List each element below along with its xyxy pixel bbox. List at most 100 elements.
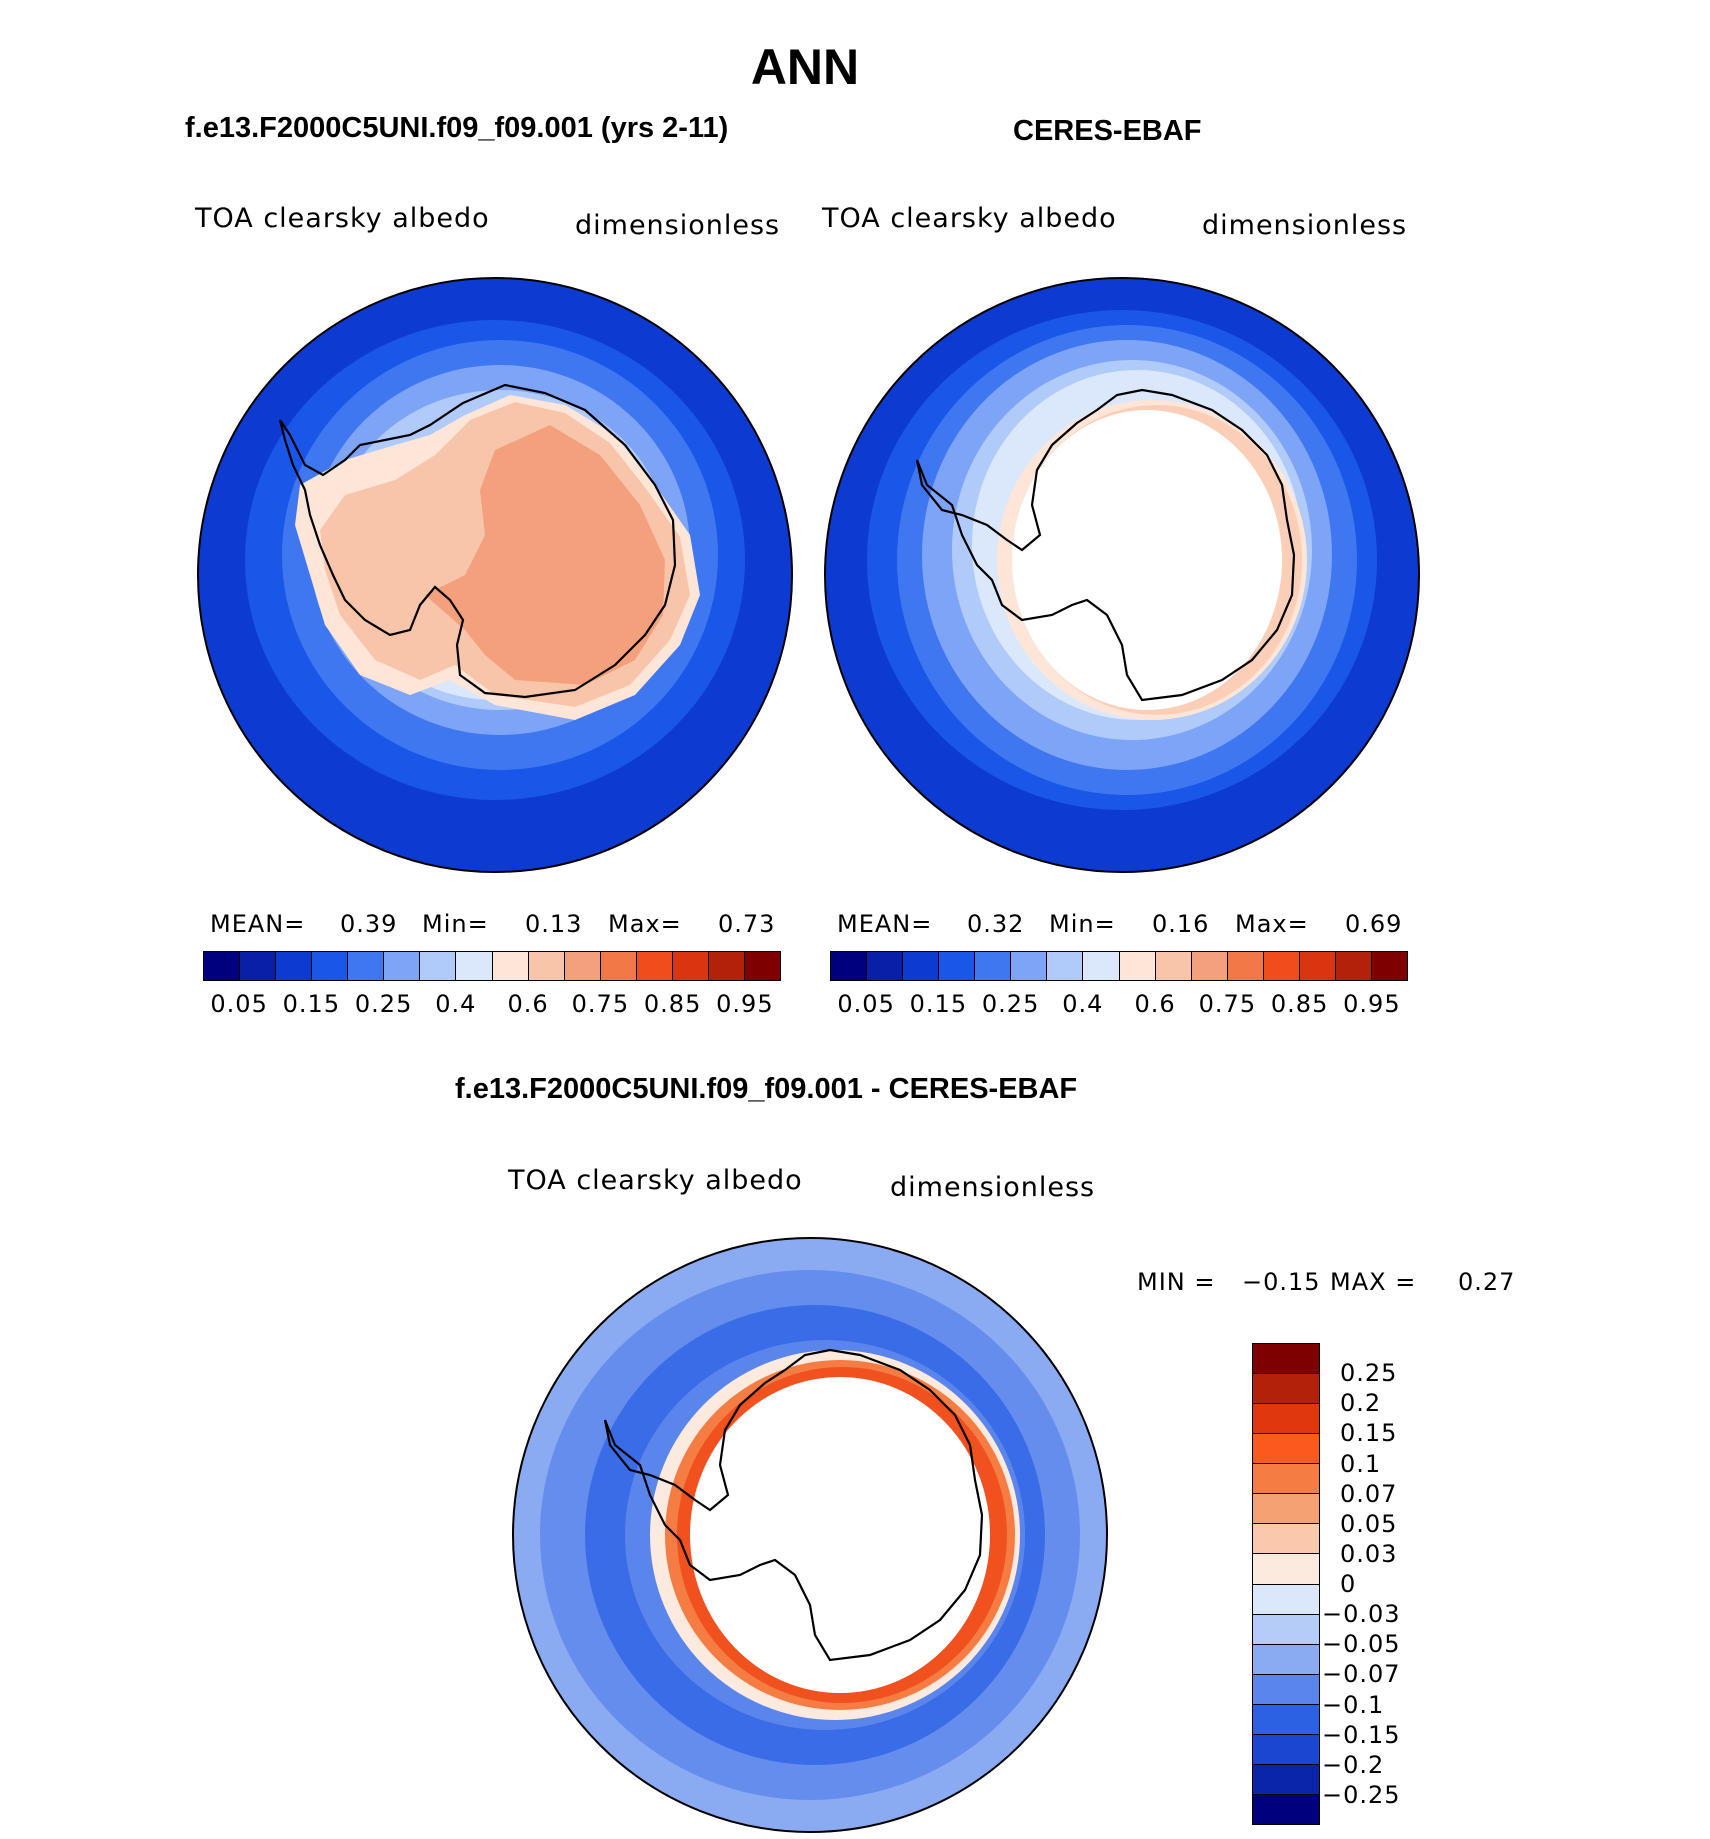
model-colorbar-ticks: 0.05 0.15 0.25 0.4 0.6 0.75 0.85 0.95 — [203, 990, 781, 1020]
diff-colorbar-swatch — [1253, 1794, 1319, 1824]
diff-colorbar-swatch — [1253, 1644, 1319, 1675]
model-min-value: 0.13 — [525, 910, 583, 938]
diff-polar-map — [512, 1237, 1108, 1833]
model-colorbar-tick-label: 0.05 — [210, 990, 268, 1018]
diff-colorbar — [1252, 1343, 1320, 1825]
diff-min-value: −0.15 — [1242, 1268, 1321, 1296]
map-border — [197, 277, 793, 873]
diff-variable-label: TOA clearsky albedo — [508, 1165, 803, 1196]
model-colorbar-swatch — [744, 952, 780, 980]
diff-colorbar-tick-label: −0.05 — [1322, 1630, 1401, 1659]
diff-colorbar-tick-label: 0.05 — [1340, 1509, 1398, 1538]
obs-max-label: Max= — [1235, 910, 1309, 938]
diff-colorbar-swatch — [1253, 1764, 1319, 1795]
diff-colorbar-swatch — [1253, 1374, 1319, 1405]
model-colorbar-tick-label: 0.4 — [435, 990, 477, 1018]
obs-mean-value: 0.32 — [967, 910, 1025, 938]
obs-colorbar-swatch — [1155, 952, 1192, 980]
obs-colorbar-swatch — [1011, 952, 1048, 980]
model-colorbar-swatch — [348, 952, 385, 980]
model-colorbar-tick-label: 0.85 — [643, 990, 702, 1018]
obs-colorbar-tick-label: 0.15 — [909, 990, 968, 1018]
model-polar-map — [197, 277, 793, 873]
antarctica-coastline — [278, 383, 677, 699]
model-min-label: Min= — [422, 910, 489, 938]
antarctica-coastline — [915, 388, 1296, 702]
model-mean-value: 0.39 — [340, 910, 398, 938]
obs-colorbar-tick-label: 0.4 — [1062, 990, 1104, 1018]
obs-variable-label: TOA clearsky albedo — [822, 203, 1117, 234]
model-colorbar-tick-label: 0.25 — [354, 990, 413, 1018]
map-border — [824, 277, 1420, 873]
map-border — [512, 1237, 1108, 1833]
diff-colorbar-tick-label: −0.03 — [1322, 1600, 1401, 1629]
diff-colorbar-swatch — [1253, 1524, 1319, 1555]
diff-max-label: MAX = — [1330, 1268, 1417, 1296]
obs-panel-title: CERES-EBAF — [1013, 115, 1202, 147]
diff-units-label: dimensionless — [890, 1172, 1096, 1203]
diff-colorbar-swatch — [1253, 1554, 1319, 1585]
diff-colorbar-swatch — [1253, 1584, 1319, 1615]
obs-colorbar-tick-label: 0.95 — [1343, 990, 1401, 1018]
model-colorbar-swatch — [420, 952, 457, 980]
diff-colorbar-tick-label: −0.25 — [1322, 1780, 1401, 1809]
diff-colorbar-tick-label: 0 — [1340, 1570, 1357, 1598]
diff-colorbar-tick-label: 0.15 — [1340, 1419, 1398, 1448]
obs-colorbar — [830, 951, 1408, 981]
model-colorbar-swatch — [564, 952, 601, 980]
obs-colorbar-tick-label: 0.25 — [981, 990, 1040, 1018]
diff-colorbar-swatch — [1253, 1404, 1319, 1435]
model-colorbar — [203, 951, 781, 981]
model-mean-label: MEAN= — [210, 910, 306, 938]
model-colorbar-tick-label: 0.75 — [571, 990, 630, 1018]
obs-mean-label: MEAN= — [837, 910, 933, 938]
obs-colorbar-tick-label: 0.6 — [1134, 990, 1176, 1018]
model-colorbar-tick-label: 0.15 — [282, 990, 341, 1018]
obs-colorbar-swatch — [1227, 952, 1264, 980]
model-colorbar-swatch — [672, 952, 709, 980]
obs-colorbar-swatch — [903, 952, 940, 980]
diff-colorbar-tick-label: 0.2 — [1340, 1389, 1382, 1418]
model-colorbar-tick-label: 0.6 — [507, 990, 549, 1018]
obs-colorbar-swatch — [1263, 952, 1300, 980]
model-colorbar-swatch — [312, 952, 349, 980]
missing-data-region — [1012, 410, 1282, 710]
obs-colorbar-swatch — [867, 952, 904, 980]
diff-colorbar-swatch — [1253, 1344, 1319, 1375]
missing-data-region — [690, 1377, 990, 1693]
obs-colorbar-swatch — [1335, 952, 1372, 980]
obs-colorbar-swatch — [1047, 952, 1084, 980]
diff-colorbar-tick-label: −0.2 — [1322, 1750, 1385, 1779]
diff-colorbar-swatch — [1253, 1434, 1319, 1465]
model-max-label: Max= — [608, 910, 682, 938]
obs-colorbar-tick-label: 0.05 — [837, 990, 895, 1018]
obs-colorbar-swatch — [831, 952, 868, 980]
diff-colorbar-swatch — [1253, 1734, 1319, 1765]
model-colorbar-swatch — [240, 952, 277, 980]
diff-panel-title: f.e13.F2000C5UNI.f09_f09.001 - CERES-EBA… — [455, 1073, 1078, 1105]
model-colorbar-swatch — [600, 952, 637, 980]
model-colorbar-swatch — [636, 952, 673, 980]
diff-colorbar-swatch — [1253, 1674, 1319, 1705]
model-max-value: 0.73 — [718, 910, 776, 938]
diff-colorbar-tick-label: 0.1 — [1340, 1449, 1382, 1478]
figure-title: ANN — [750, 39, 860, 95]
model-units-label: dimensionless — [575, 210, 781, 241]
model-colorbar-swatch — [492, 952, 529, 980]
model-colorbar-swatch — [456, 952, 493, 980]
diff-colorbar-tick-label: 0.03 — [1340, 1539, 1398, 1568]
obs-colorbar-swatch — [975, 952, 1012, 980]
obs-colorbar-swatch — [1371, 952, 1407, 980]
model-colorbar-swatch — [708, 952, 745, 980]
obs-colorbar-ticks: 0.05 0.15 0.25 0.4 0.6 0.75 0.85 0.95 — [830, 990, 1408, 1020]
diff-colorbar-ticks: 0.25 0.2 0.15 0.1 0.07 0.05 0.03 0 −0.03 −0.05 −0.… — [1322, 1343, 1440, 1825]
diff-colorbar-tick-label: 0.07 — [1340, 1479, 1398, 1508]
diff-colorbar-tick-label: 0.25 — [1340, 1359, 1398, 1388]
obs-colorbar-swatch — [1299, 952, 1336, 980]
obs-min-label: Min= — [1049, 910, 1116, 938]
diff-min-label: MIN = — [1137, 1268, 1216, 1296]
model-colorbar-swatch — [384, 952, 421, 980]
diff-colorbar-tick-label: −0.07 — [1322, 1660, 1401, 1689]
antarctica-high-albedo — [425, 425, 665, 685]
diff-colorbar-swatch — [1253, 1704, 1319, 1735]
